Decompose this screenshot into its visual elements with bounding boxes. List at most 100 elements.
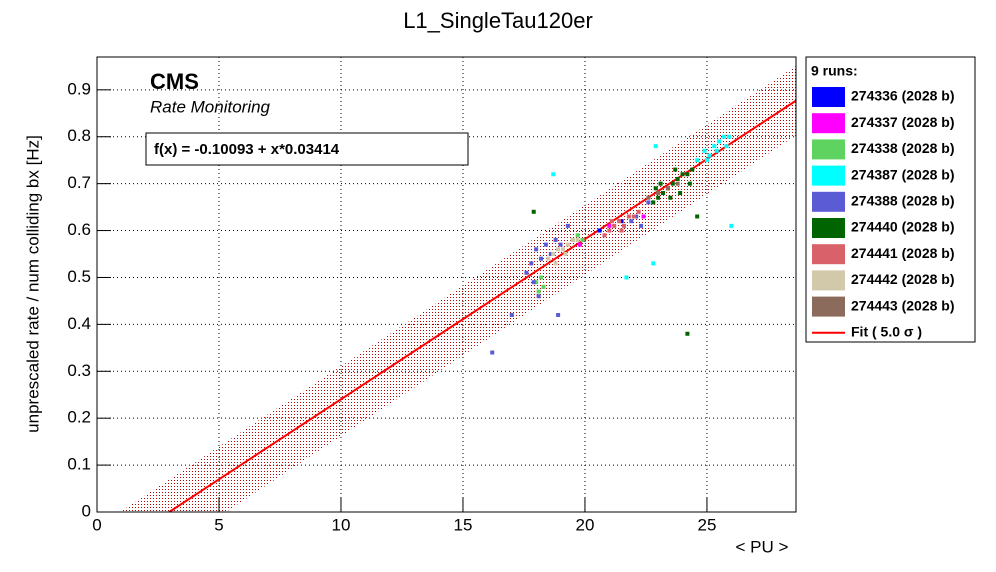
- point: [524, 270, 529, 275]
- legend-label: 274442 (2028 b): [851, 271, 955, 287]
- y-tick-label: 0.9: [67, 79, 91, 98]
- point: [607, 223, 612, 228]
- point: [646, 200, 651, 205]
- legend-swatch: [812, 218, 845, 238]
- x-tick-label: 5: [214, 515, 223, 534]
- point: [695, 158, 700, 163]
- point: [575, 237, 580, 242]
- point: [680, 172, 685, 177]
- point: [546, 256, 551, 261]
- legend-label: 274441 (2028 b): [851, 245, 955, 261]
- legend-swatch: [812, 296, 845, 317]
- point: [529, 261, 534, 266]
- fit-band: [119, 65, 796, 512]
- point: [556, 247, 561, 252]
- point: [607, 228, 612, 233]
- x-tick-label: 15: [454, 515, 473, 534]
- point: [685, 172, 690, 177]
- point: [619, 228, 624, 233]
- point: [580, 237, 585, 242]
- y-axis-label: unprescaled rate / num colliding bx [Hz]: [23, 135, 42, 433]
- x-tick-label: 20: [575, 515, 594, 534]
- legend-label: 274337 (2028 b): [851, 114, 955, 130]
- fit-box: [145, 132, 469, 166]
- x-axis-label: < PU >: [736, 537, 789, 556]
- y-tick-label: 0.3: [67, 361, 91, 380]
- point: [565, 242, 570, 247]
- point: [636, 209, 641, 214]
- legend-swatch: [812, 191, 845, 212]
- y-tick-label: 0.1: [67, 455, 91, 474]
- point: [653, 186, 658, 191]
- point: [570, 237, 575, 242]
- point: [687, 181, 692, 186]
- point: [609, 219, 614, 224]
- point: [565, 223, 570, 228]
- point: [551, 252, 556, 257]
- point: [539, 275, 544, 280]
- point: [651, 261, 656, 266]
- point: [553, 237, 558, 242]
- point: [724, 144, 729, 149]
- point: [651, 200, 656, 205]
- point: [551, 172, 556, 177]
- legend-label: 274440 (2028 b): [851, 219, 955, 235]
- point: [534, 280, 539, 285]
- point: [617, 219, 622, 224]
- x-tick-label: 10: [332, 515, 351, 534]
- point: [490, 350, 495, 355]
- point: [634, 214, 639, 219]
- point: [621, 223, 626, 228]
- x-tick-label: 0: [92, 515, 101, 534]
- legend-label: 274443 (2028 b): [851, 297, 955, 313]
- point: [556, 312, 561, 317]
- point: [714, 148, 719, 153]
- point: [602, 233, 607, 238]
- point: [661, 191, 666, 196]
- point: [531, 209, 536, 214]
- point: [675, 181, 680, 186]
- legend-label: 274338 (2028 b): [851, 140, 955, 156]
- legend-swatch: [812, 139, 845, 160]
- point: [541, 284, 546, 289]
- point: [717, 139, 722, 144]
- legend-label: 274388 (2028 b): [851, 193, 955, 209]
- point: [534, 247, 539, 252]
- point: [558, 242, 563, 247]
- point: [626, 214, 631, 219]
- point: [704, 158, 709, 163]
- point: [695, 214, 700, 219]
- point: [624, 275, 629, 280]
- point: [641, 214, 646, 219]
- point: [629, 219, 634, 224]
- y-tick-label: 0.4: [67, 314, 91, 333]
- point: [639, 223, 644, 228]
- legend-swatch: [812, 165, 845, 186]
- y-tick-label: 0.5: [67, 267, 91, 286]
- y-tick-label: 0: [82, 501, 91, 520]
- point: [729, 223, 734, 228]
- point: [707, 153, 712, 158]
- experiment-label: CMS: [150, 69, 199, 94]
- point: [665, 186, 670, 191]
- point: [631, 214, 636, 219]
- point: [678, 191, 683, 196]
- legend-label: 274336 (2028 b): [851, 88, 955, 104]
- y-tick-label: 0.6: [67, 220, 91, 239]
- y-tick-label: 0.7: [67, 173, 91, 192]
- point: [509, 312, 514, 317]
- y-tick-label: 0.2: [67, 408, 91, 427]
- legend-label: 274387 (2028 b): [851, 166, 955, 182]
- point: [536, 294, 541, 299]
- legend-label: Fit ( 5.0 σ ): [851, 324, 922, 340]
- legend-swatch: [812, 270, 845, 291]
- point: [690, 167, 695, 172]
- point: [668, 195, 673, 200]
- point: [531, 280, 536, 285]
- subtitle: Rate Monitoring: [150, 97, 271, 116]
- point: [575, 233, 580, 238]
- point: [578, 242, 583, 247]
- point: [722, 134, 727, 139]
- point: [658, 181, 663, 186]
